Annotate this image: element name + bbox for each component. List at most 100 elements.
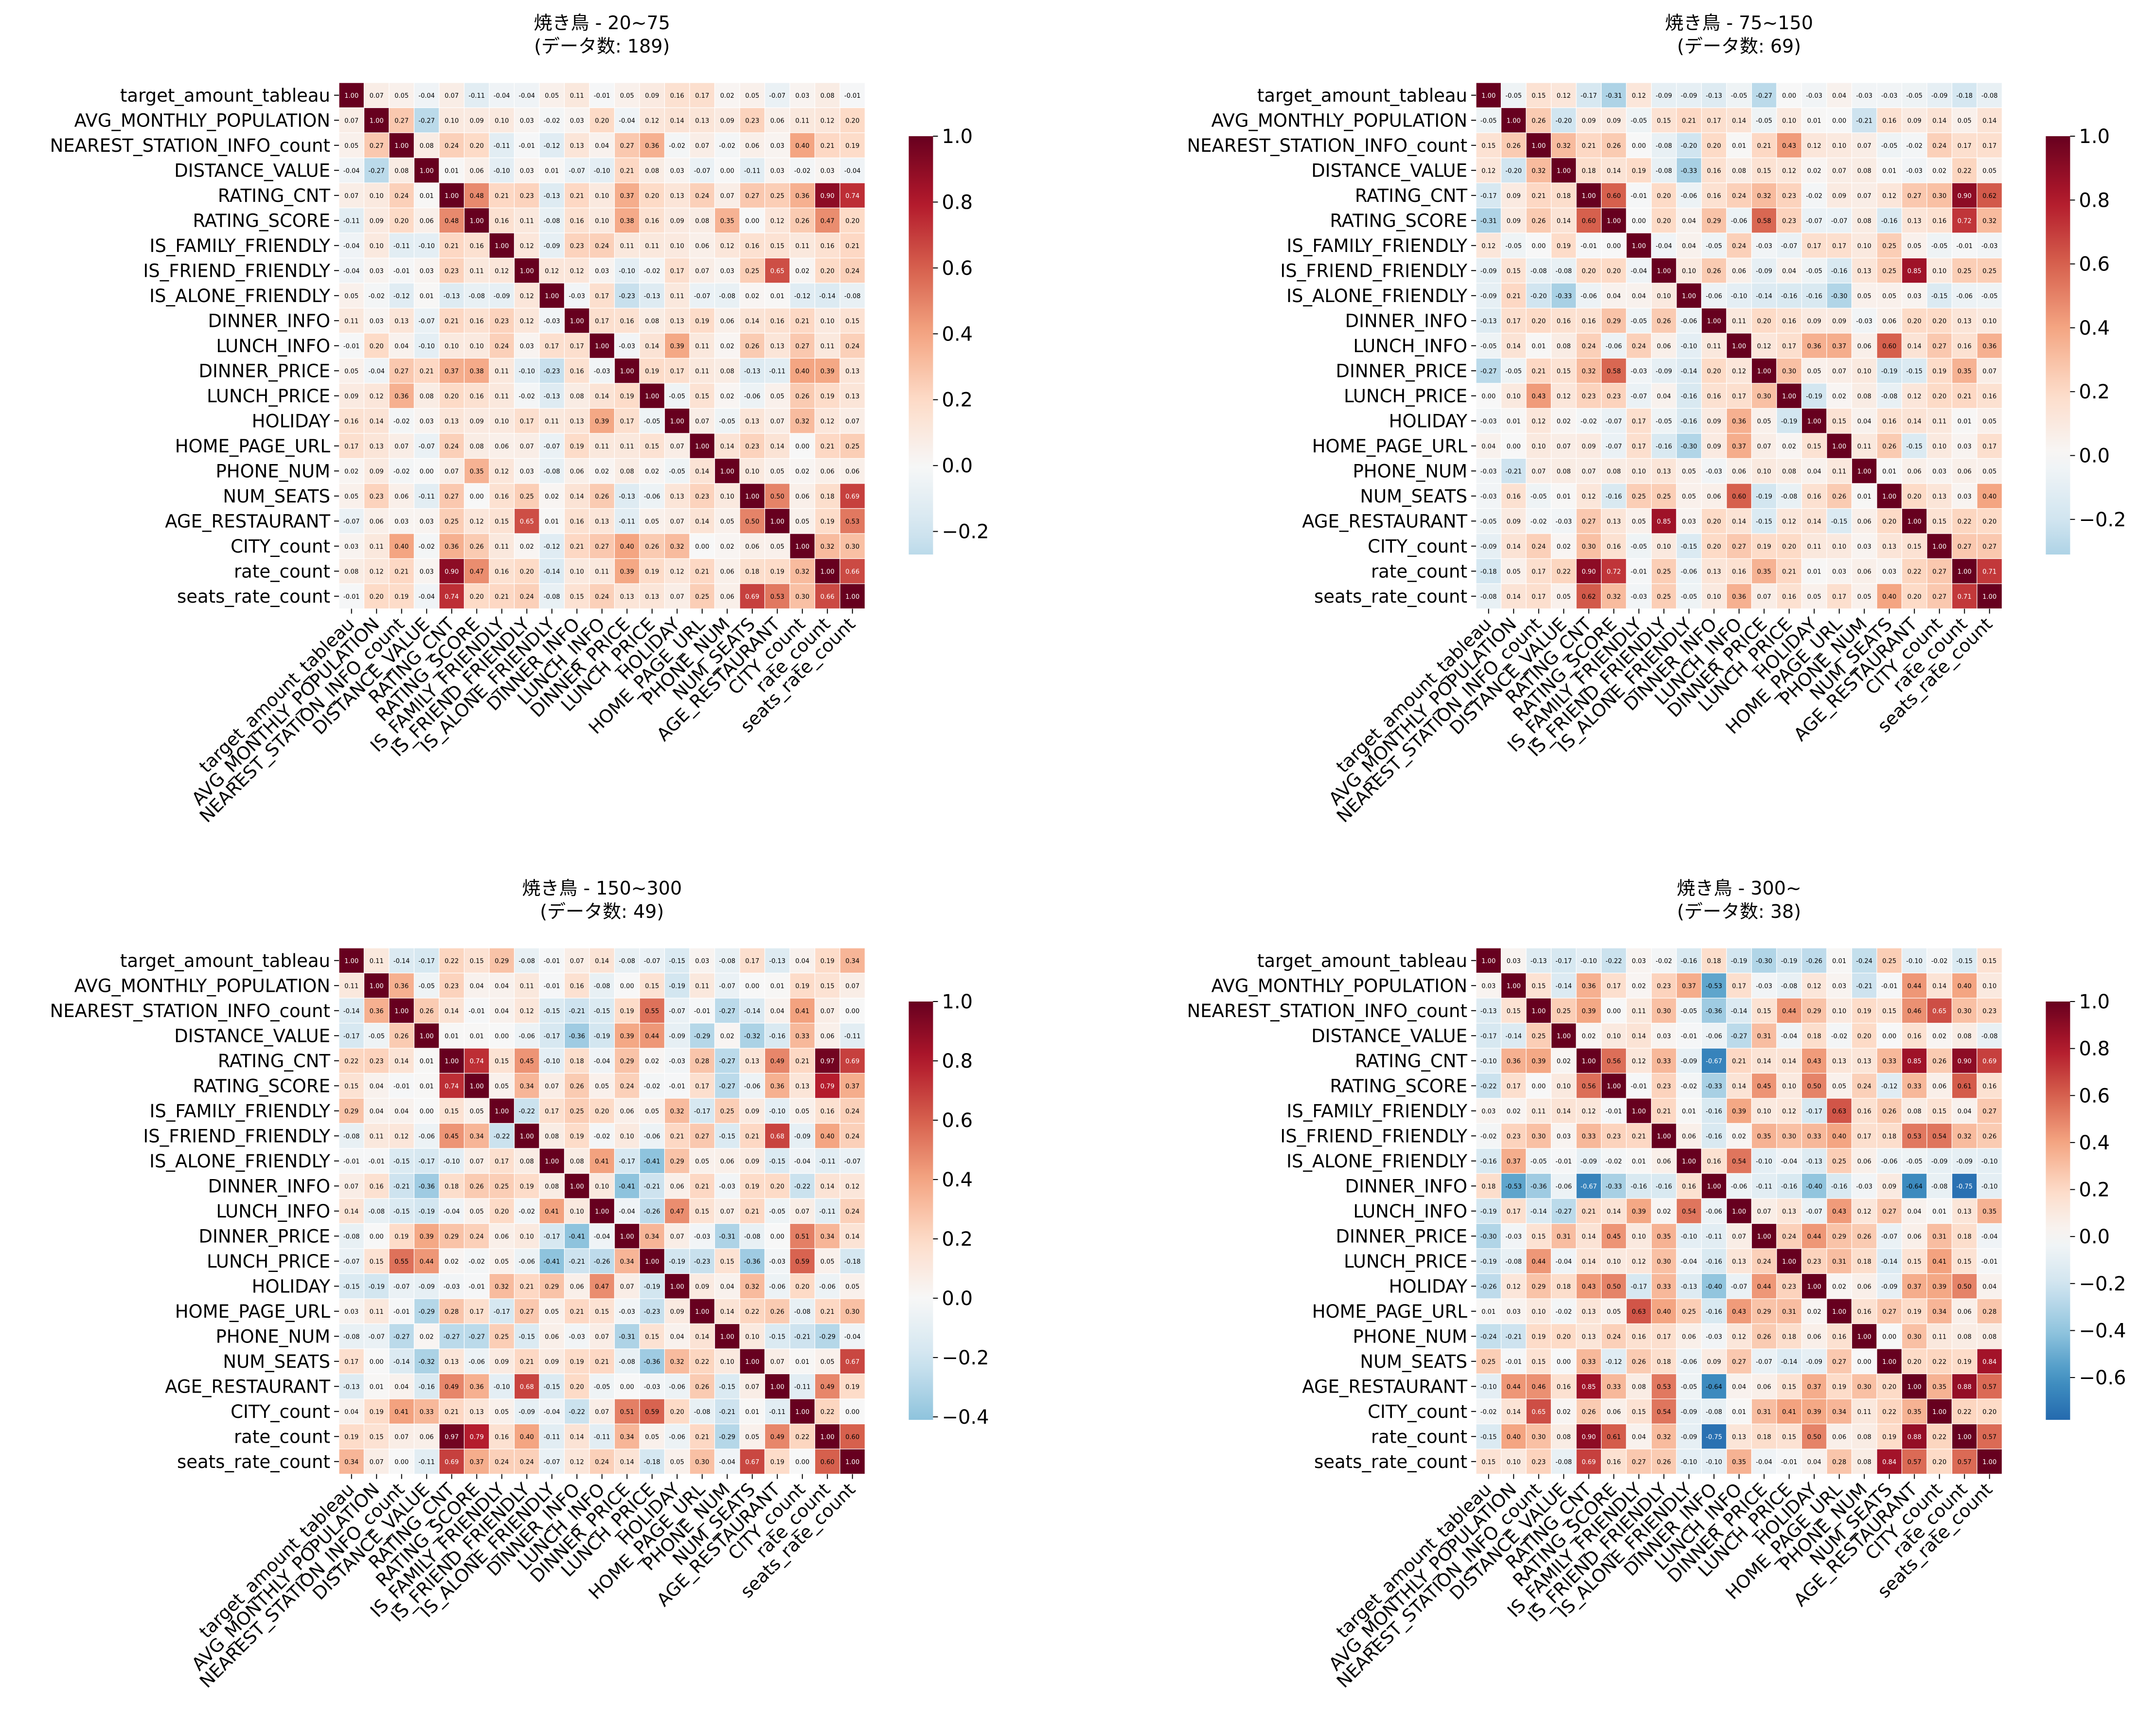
heatmap-cell (789, 383, 816, 409)
cell-value-label: -0.05 (1931, 243, 1948, 250)
cell-value-label: 0.19 (1632, 167, 1646, 175)
cell-value-label: 0.05 (344, 493, 358, 501)
heatmap-cell (639, 1273, 665, 1299)
heatmap-cell (839, 558, 866, 584)
heatmap-cell (514, 1098, 540, 1124)
heatmap-cell (439, 998, 465, 1024)
cell-value-label: -0.14 (1555, 983, 1572, 990)
heatmap-cell (1576, 383, 1602, 409)
cell-value-label: 0.28 (445, 1308, 459, 1316)
cell-value-label: -0.13 (1681, 1283, 1697, 1290)
cell-value-label: 1.00 (344, 92, 358, 100)
heatmap-cell (1676, 533, 1702, 559)
cell-value-label: 0.10 (595, 193, 609, 200)
heatmap-cell (814, 383, 840, 409)
cell-value-label: 0.29 (495, 958, 509, 965)
cell-value-label: -0.10 (1906, 958, 1923, 965)
heatmap-cell (814, 508, 840, 534)
heatmap-cell (839, 182, 866, 209)
heatmap-cell (1977, 233, 2003, 259)
heatmap-cell (839, 458, 866, 484)
cell-value-label: 0.34 (820, 1233, 835, 1240)
cell-value-label: -0.01 (669, 1083, 685, 1090)
heatmap-cell (1951, 207, 1977, 233)
cell-value-label: -0.13 (343, 1383, 360, 1391)
heatmap-cell (1526, 558, 1552, 584)
cell-value-label: 0.16 (1857, 1308, 1871, 1316)
cell-value-label: 0.12 (394, 1133, 409, 1140)
heatmap-cell (639, 408, 665, 434)
cell-value-label: 0.16 (495, 568, 509, 575)
cell-value-label: 0.02 (720, 92, 734, 100)
heatmap-cell (1726, 558, 1752, 584)
cell-value-label: 0.12 (495, 268, 509, 275)
heatmap-cell (1500, 82, 1527, 108)
cell-value-label: 0.16 (1857, 1108, 1871, 1115)
heatmap-cell (789, 107, 816, 133)
heatmap-cell (614, 1273, 640, 1299)
cell-value-label: -0.36 (569, 1033, 585, 1040)
heatmap-cell (739, 533, 766, 559)
cell-value-label: 0.05 (820, 1258, 835, 1266)
heatmap-cell (1676, 107, 1702, 133)
cell-value-label: -0.32 (418, 1359, 435, 1366)
heatmap-cell (1801, 408, 1827, 434)
cell-value-label: 0.08 (570, 393, 584, 400)
heatmap-cell (539, 358, 565, 384)
cell-value-label: -0.14 (1731, 1008, 1747, 1015)
cell-value-label: 0.35 (1958, 368, 1972, 375)
cell-value-label: 0.24 (1757, 1258, 1771, 1266)
cell-value-label: 0.85 (1657, 518, 1671, 525)
cell-value-label: 0.16 (470, 393, 484, 400)
cell-value-label: 0.12 (1507, 1283, 1521, 1290)
cell-value-label: 1.00 (820, 568, 835, 575)
heatmap-cell (1751, 458, 1777, 484)
cell-value-label: 1.00 (394, 1008, 409, 1015)
heatmap-cell (589, 1298, 615, 1324)
cell-value-label: 0.34 (1932, 1308, 1946, 1316)
cell-value-label: 0.30 (1907, 1333, 1922, 1341)
heatmap-cell (1676, 333, 1702, 359)
cell-value-label: -0.04 (594, 1058, 610, 1065)
heatmap-cell (539, 558, 565, 584)
heatmap-cell (1751, 508, 1777, 534)
cell-value-label: 0.02 (795, 468, 809, 475)
cell-value-label: 0.01 (1481, 1308, 1496, 1316)
cell-value-label: 0.02 (795, 268, 809, 275)
cell-value-label: 0.06 (1757, 1383, 1771, 1391)
cell-value-label: 0.03 (1481, 983, 1496, 990)
heatmap-cell (1977, 458, 2003, 484)
heatmap-cell (1550, 533, 1577, 559)
cell-value-label: -0.09 (1881, 1283, 1898, 1290)
cell-value-label: 0.13 (595, 518, 609, 525)
cell-value-label: -0.13 (1806, 1158, 1822, 1165)
cell-value-label: 0.27 (394, 117, 409, 125)
heatmap-cell (1876, 483, 1903, 509)
heatmap-cell (539, 1022, 565, 1049)
cell-value-label: 0.22 (445, 958, 459, 965)
cell-value-label: 0.20 (470, 593, 484, 601)
cell-value-label: 0.17 (1732, 983, 1746, 990)
cell-value-label: 0.21 (495, 193, 509, 200)
y-tick-label: IS_FRIEND_FRIENDLY (1280, 260, 1467, 281)
cell-value-label: -0.02 (393, 418, 410, 425)
cell-value-label: 0.17 (1782, 343, 1796, 350)
cell-value-label: -0.10 (769, 1108, 785, 1115)
heatmap-cell (489, 533, 515, 559)
cell-value-label: -0.19 (1480, 1208, 1497, 1216)
heatmap-cell (564, 1248, 590, 1274)
cell-value-label: 0.21 (695, 568, 709, 575)
cell-value-label: 0.61 (1607, 1433, 1621, 1441)
cell-value-label: 0.02 (1657, 1208, 1671, 1216)
cell-value-label: -0.14 (819, 293, 836, 300)
cell-value-label: -0.12 (1605, 1359, 1622, 1366)
cell-value-label: 0.20 (520, 568, 534, 575)
heatmap-cell (413, 182, 440, 209)
cell-value-label: 0.11 (370, 1133, 384, 1140)
cell-value-label: 0.06 (495, 1233, 509, 1240)
cell-value-label: -0.04 (719, 1459, 735, 1466)
cell-value-label: 0.02 (1832, 1283, 1846, 1290)
cell-value-label: 0.44 (420, 1258, 434, 1266)
cell-value-label: 0.03 (520, 343, 534, 350)
heatmap-cell (439, 1073, 465, 1099)
